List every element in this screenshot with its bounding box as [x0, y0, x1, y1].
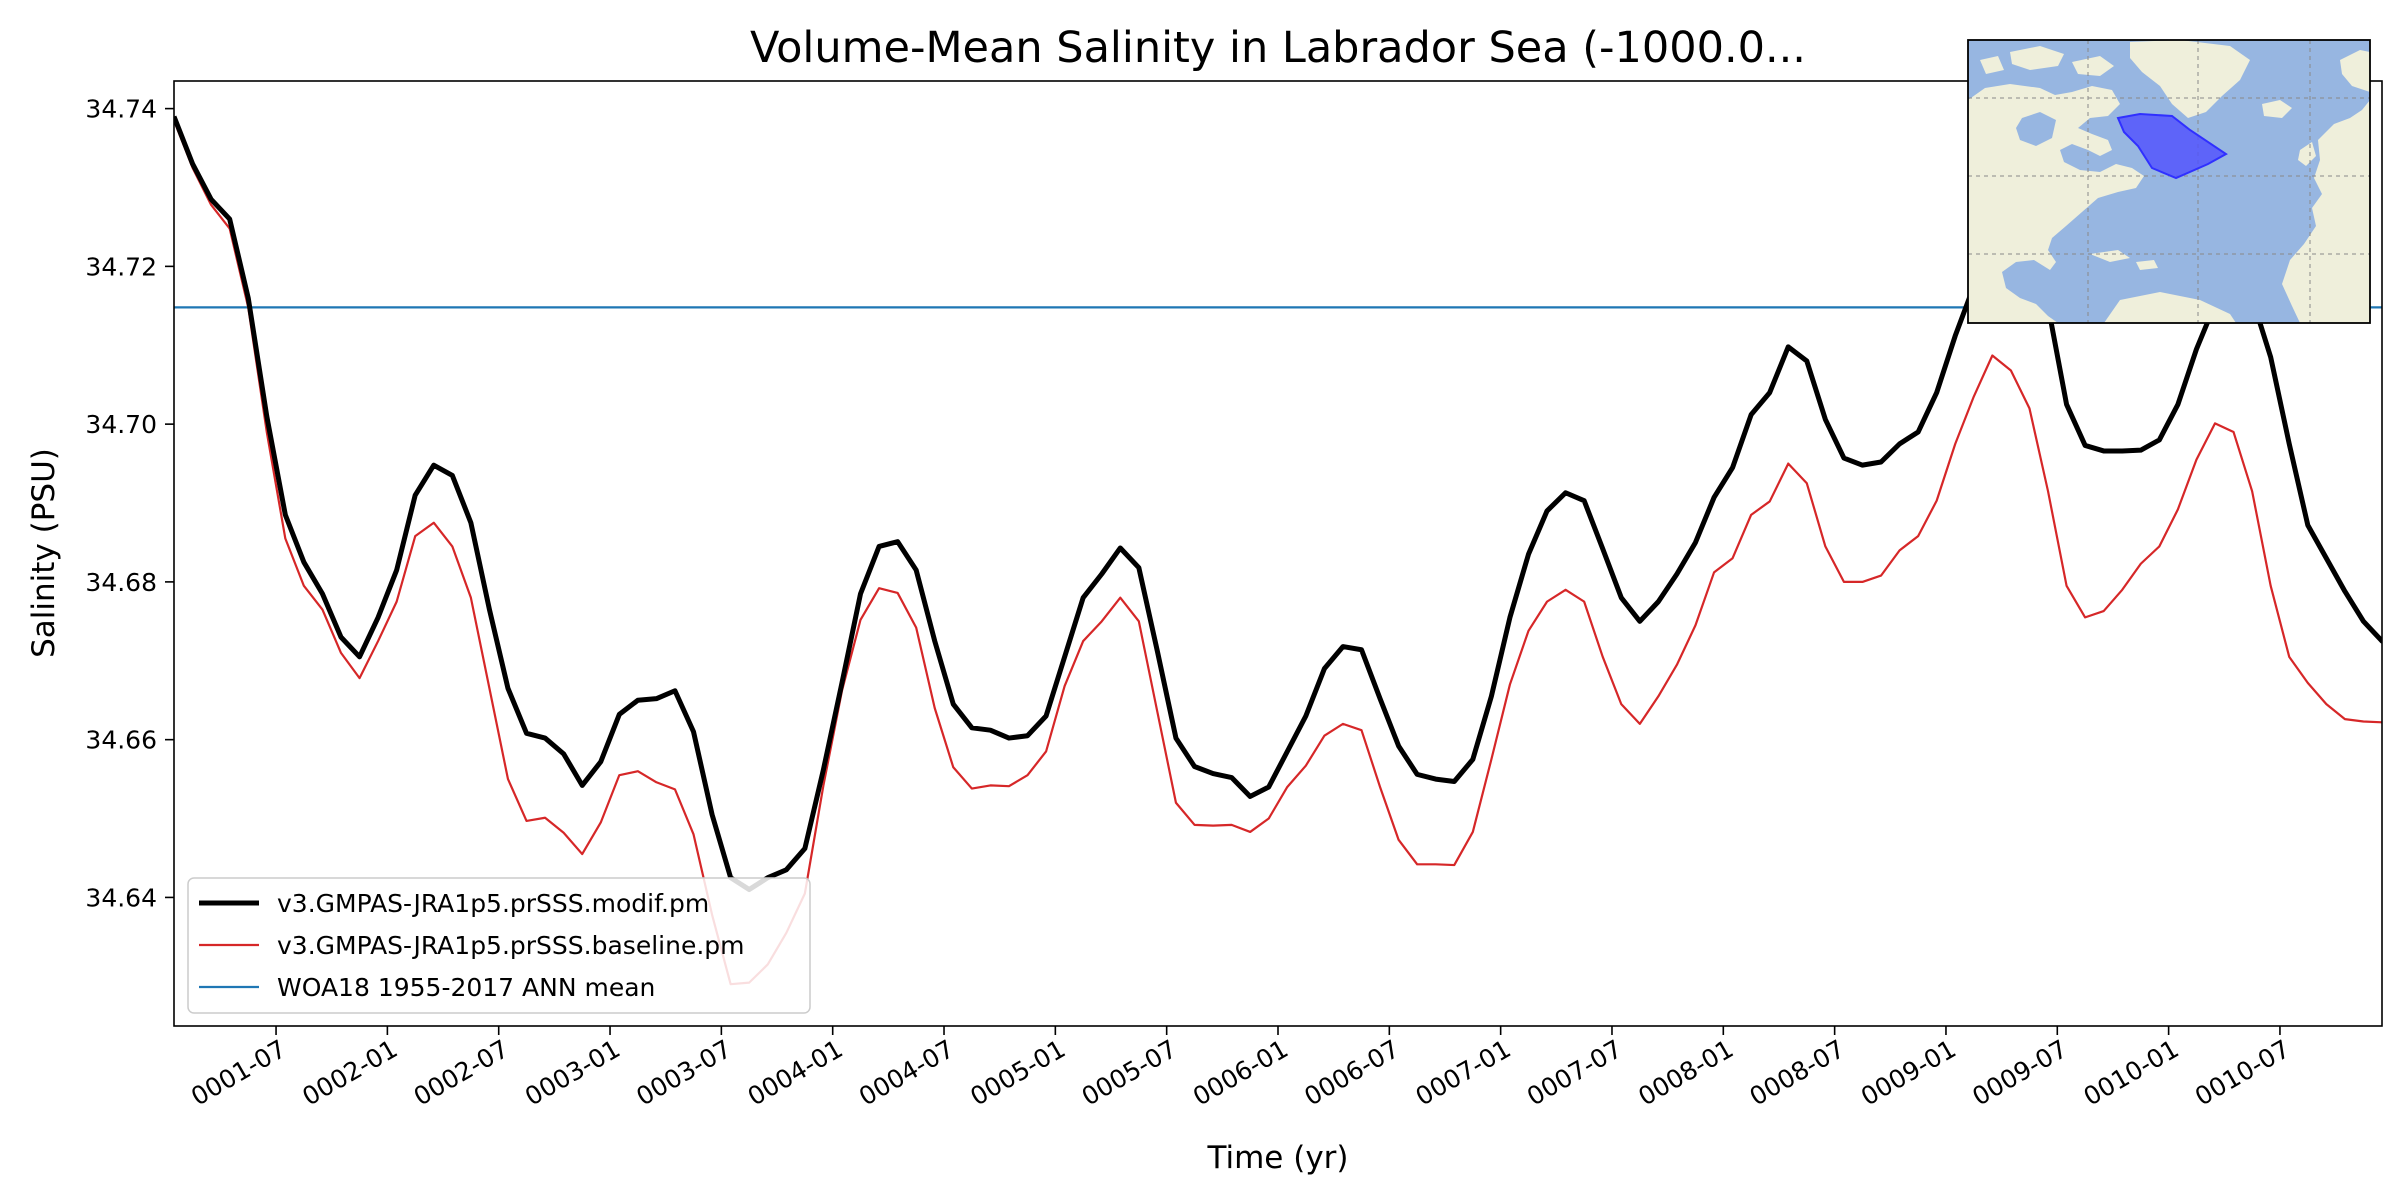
legend-label-modif: v3.GMPAS-JRA1p5.prSSS.modif.pm — [277, 889, 709, 918]
plot-frame — [173, 80, 2383, 1027]
inset-map-land — [1968, 40, 2370, 323]
series-line-baseline — [174, 120, 2382, 986]
legend-box — [187, 877, 811, 1014]
north-atlantic-region-map-icon — [1967, 39, 2371, 324]
x-axis-title: Time (yr) — [1207, 1140, 1349, 1176]
y-tick-label: 34.68 — [85, 568, 157, 597]
y-tick-label: 34.66 — [85, 726, 157, 755]
legend-label-woa18: WOA18 1955-2017 ANN mean — [277, 973, 655, 1002]
legend: v3.GMPAS-JRA1p5.prSSS.modif.pm v3.GMPAS-… — [187, 877, 811, 1014]
legend-label-baseline: v3.GMPAS-JRA1p5.prSSS.baseline.pm — [277, 931, 745, 960]
chart-title: Volume-Mean Salinity in Labrador Sea (-1… — [750, 23, 1806, 73]
y-axis-title: Salinity (PSU) — [26, 448, 62, 658]
y-tick-label: 34.72 — [85, 252, 157, 281]
y-tick-label: 34.70 — [85, 410, 157, 439]
y-tick-label: 34.74 — [85, 95, 157, 124]
inset-map-region — [2116, 112, 2228, 180]
y-tick-label: 34.64 — [85, 883, 157, 912]
inset-map-frame — [1967, 39, 2371, 324]
